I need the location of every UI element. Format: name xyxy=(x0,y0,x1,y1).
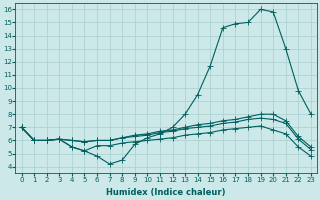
X-axis label: Humidex (Indice chaleur): Humidex (Indice chaleur) xyxy=(107,188,226,197)
